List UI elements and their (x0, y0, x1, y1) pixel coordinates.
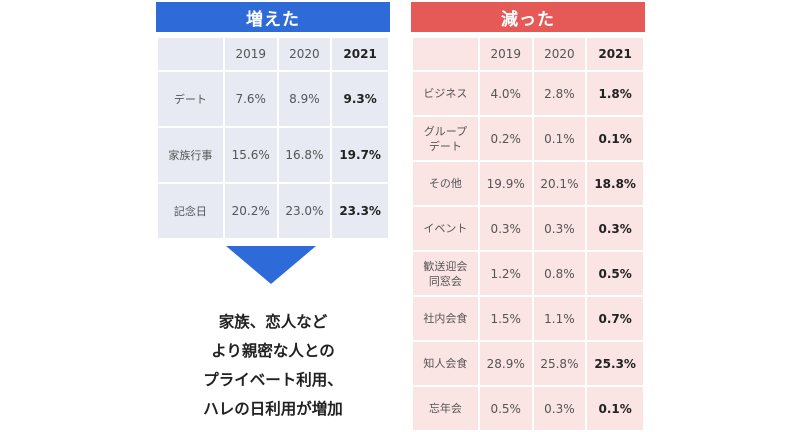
year-header: 2020 (276, 36, 333, 72)
decreased-table: 2019 2020 2021 ビジネス 4.0% 2.8% 1.8% グループデ… (411, 36, 645, 432)
value-cell: 0.2% (477, 115, 534, 162)
table-row: 知人会食 28.9% 25.8% 25.3% (411, 340, 645, 387)
row-label-line: ビジネス (423, 87, 468, 100)
value-cell: 0.8% (531, 250, 588, 297)
decreased-header: 減った (411, 2, 645, 32)
value-cell: 23.0% (276, 182, 333, 240)
row-label-line: 知人会食 (423, 357, 468, 370)
year-header: 2019 (477, 36, 534, 72)
table-row: その他 19.9% 20.1% 18.8% (411, 160, 645, 207)
value-cell: 19.7% (330, 126, 390, 184)
row-label: デート (156, 70, 225, 128)
year-header: 2021 (585, 36, 645, 72)
row-label: 歓送迎会 同窓会 (411, 250, 480, 297)
value-cell: 0.1% (585, 115, 645, 162)
value-cell: 16.8% (276, 126, 333, 184)
value-cell: 1.8% (585, 70, 645, 117)
year-header: 2020 (531, 36, 588, 72)
value-cell: 28.9% (477, 340, 534, 387)
decreased-year-row: 2019 2020 2021 (411, 36, 645, 72)
table-row: 家族行事 15.6% 16.8% 19.7% (156, 126, 390, 184)
row-label: グループ デート (411, 115, 480, 162)
row-label: 社内会食 (411, 295, 480, 342)
value-cell: 15.6% (222, 126, 279, 184)
value-cell: 0.3% (531, 205, 588, 252)
value-cell: 20.2% (222, 182, 279, 240)
value-cell: 1.2% (477, 250, 534, 297)
table-row: デート 7.6% 8.9% 9.3% (156, 70, 390, 128)
value-cell: 1.1% (531, 295, 588, 342)
down-arrow-icon (226, 246, 316, 284)
value-cell: 18.8% (585, 160, 645, 207)
decreased-panel: 減った 2019 2020 2021 ビジネス 4.0% 2.8% 1.8% グ… (411, 2, 645, 432)
value-cell: 20.1% (531, 160, 588, 207)
row-label: 家族行事 (156, 126, 225, 184)
value-cell: 2.8% (531, 70, 588, 117)
row-label: ビジネス (411, 70, 480, 117)
value-cell: 9.3% (330, 70, 390, 128)
row-label: 知人会食 (411, 340, 480, 387)
value-cell: 0.5% (585, 250, 645, 297)
increased-header: 増えた (156, 2, 390, 32)
row-label-line: 同窓会 (428, 274, 462, 288)
value-cell: 0.3% (585, 205, 645, 252)
value-cell: 0.5% (477, 385, 534, 432)
year-header: 2021 (330, 36, 390, 72)
row-label-line: デート (428, 139, 462, 153)
table-row: グループ デート 0.2% 0.1% 0.1% (411, 115, 645, 162)
empty-corner-cell (156, 36, 225, 72)
value-cell: 0.3% (531, 385, 588, 432)
value-cell: 7.6% (222, 70, 279, 128)
value-cell: 0.7% (585, 295, 645, 342)
caption-line: プライベート利用、 (203, 371, 343, 389)
row-label-line: 忘年会 (428, 402, 462, 415)
summary-caption: 家族、恋人など より親密な人との プライベート利用、 ハレの日利用が増加 (156, 308, 390, 424)
caption-line: 家族、恋人など (218, 313, 328, 331)
value-cell: 0.3% (477, 205, 534, 252)
row-label: イベント (411, 205, 480, 252)
year-header: 2019 (222, 36, 279, 72)
table-row: 忘年会 0.5% 0.3% 0.1% (411, 385, 645, 432)
value-cell: 25.3% (585, 340, 645, 387)
table-row: イベント 0.3% 0.3% 0.3% (411, 205, 645, 252)
table-row: 記念日 20.2% 23.0% 23.3% (156, 182, 390, 240)
caption-line: より親密な人との (211, 342, 335, 360)
value-cell: 8.9% (276, 70, 333, 128)
value-cell: 4.0% (477, 70, 534, 117)
value-cell: 1.5% (477, 295, 534, 342)
increased-panel: 増えた 2019 2020 2021 デート 7.6% 8.9% 9.3% 家族… (156, 2, 390, 240)
value-cell: 25.8% (531, 340, 588, 387)
row-label-line: 社内会食 (423, 312, 468, 325)
increased-table: 2019 2020 2021 デート 7.6% 8.9% 9.3% 家族行事 1… (156, 36, 390, 240)
table-row: 歓送迎会 同窓会 1.2% 0.8% 0.5% (411, 250, 645, 297)
row-label-line: 歓送迎会 (423, 259, 468, 273)
empty-corner-cell (411, 36, 480, 72)
value-cell: 0.1% (531, 115, 588, 162)
caption-line: ハレの日利用が増加 (203, 400, 343, 418)
row-label: 忘年会 (411, 385, 480, 432)
table-row: ビジネス 4.0% 2.8% 1.8% (411, 70, 645, 117)
value-cell: 0.1% (585, 385, 645, 432)
table-row: 社内会食 1.5% 1.1% 0.7% (411, 295, 645, 342)
value-cell: 19.9% (477, 160, 534, 207)
row-label-line: イベント (423, 222, 468, 235)
increased-year-row: 2019 2020 2021 (156, 36, 390, 72)
row-label: その他 (411, 160, 480, 207)
row-label: 記念日 (156, 182, 225, 240)
value-cell: 23.3% (330, 182, 390, 240)
row-label-line: その他 (428, 177, 462, 190)
row-label-line: グループ (423, 124, 468, 138)
